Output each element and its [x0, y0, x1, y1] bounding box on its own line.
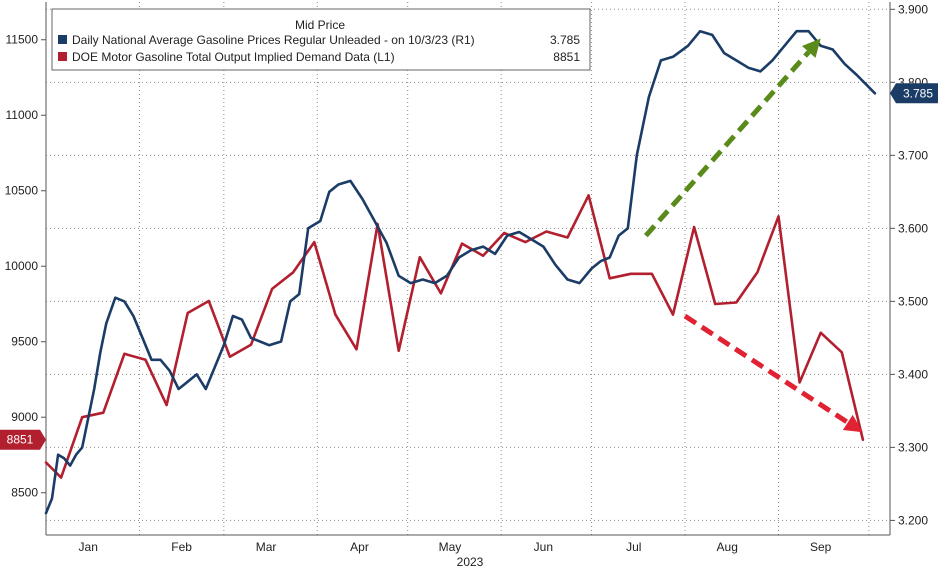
last-value-tag-price: 3.785 — [890, 83, 938, 104]
tick-label-right: 3.700 — [898, 148, 928, 162]
last-value-tag-demand-shape — [0, 429, 46, 450]
tick-label-right: 3.400 — [898, 367, 928, 381]
tick-label-x: Jan — [79, 540, 98, 554]
tick-label-right: 3.600 — [898, 221, 928, 235]
legend-title: Mid Price — [295, 18, 345, 32]
axes — [45, 2, 891, 536]
arrow-head-price — [802, 38, 821, 58]
series-line-price — [44, 29, 877, 515]
tick-label-left: 9500 — [11, 335, 38, 349]
tick-label-x: Feb — [171, 540, 192, 554]
legend-value-price: 3.785 — [550, 33, 580, 47]
last-value-tag-demand: 8851 — [0, 429, 46, 450]
legend-swatch-demand — [58, 52, 67, 61]
tick-label-right: 3.200 — [898, 513, 928, 527]
tick-label-right: 3.500 — [898, 294, 928, 308]
tick-label-x: May — [439, 540, 462, 554]
legend-box — [51, 8, 591, 71]
tick-label-x: Sep — [810, 540, 832, 554]
tick-label-left: 11000 — [6, 108, 39, 122]
last-value-tag-demand-text: 8851 — [7, 433, 34, 447]
ticks-left: 8500 9000 9500 10000 10500 11000 11500 — [5, 33, 46, 500]
legend-label-demand: DOE Motor Gasoline Total Output Implied … — [72, 50, 395, 64]
plot-lines — [44, 29, 877, 515]
grid — [46, 2, 890, 535]
tick-label-x: Apr — [350, 540, 369, 554]
annotations — [643, 38, 863, 433]
legend-label-price: Daily National Average Gasoline Prices R… — [72, 33, 475, 47]
last-value-tag-price-text: 3.785 — [903, 86, 933, 100]
arrow-head-demand — [842, 414, 863, 433]
tick-label-right: 3.900 — [898, 2, 928, 16]
arrow-down-demand — [683, 313, 850, 425]
tick-label-left: 10500 — [5, 184, 39, 198]
series-line-demand — [44, 194, 865, 479]
tick-label-right: 3.300 — [898, 440, 928, 454]
tick-label-x: Mar — [256, 540, 277, 554]
legend: Mid Price Daily National Average Gasolin… — [51, 8, 591, 71]
tick-label-left: 10000 — [5, 259, 39, 273]
x-axis-label: 2023 — [457, 555, 484, 569]
tick-label-left: 8500 — [11, 486, 38, 500]
tick-label-x: Aug — [717, 540, 738, 554]
tick-label-left: 11500 — [6, 33, 39, 47]
arrow-up-price — [643, 50, 811, 238]
tick-label-x: Jun — [534, 540, 553, 554]
legend-value-demand: 8851 — [553, 50, 580, 64]
last-value-tag-price-shape — [890, 83, 938, 104]
ticks-x: Jan Feb Mar Apr May Jun Jul Aug Sep — [79, 540, 832, 554]
tick-label-x: Jul — [626, 540, 641, 554]
tick-label-left: 9000 — [11, 410, 38, 424]
legend-swatch-price — [58, 35, 67, 44]
